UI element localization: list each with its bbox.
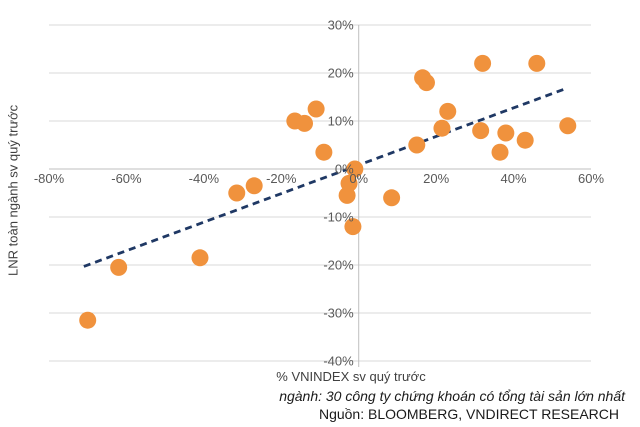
data-point (528, 54, 546, 72)
x-tick-label: -80% (34, 171, 65, 186)
data-point (433, 119, 451, 137)
data-point (516, 131, 534, 149)
x-axis-title: % VNINDEX sv quý trước (276, 369, 426, 384)
scatter-plot: -80% -60% -40% -20% 0% 20% 40% 60% 30% 20% 10% 0% -1… (34, 18, 605, 369)
y-tick-label: 0% (335, 162, 354, 177)
data-point (191, 249, 209, 267)
data-point (439, 102, 457, 120)
y-tick-label: 30% (328, 18, 354, 33)
data-point (472, 122, 490, 140)
y-tick-label: -30% (323, 306, 354, 321)
data-point (296, 114, 314, 132)
data-point (408, 136, 426, 154)
data-point (110, 258, 128, 276)
data-point (79, 311, 97, 329)
data-point (228, 184, 246, 202)
y-tick-label: -10% (323, 210, 354, 225)
data-point (340, 174, 358, 192)
data-point (417, 74, 435, 92)
trend-line (83, 86, 569, 268)
x-tick-label: 60% (578, 171, 604, 186)
x-tick-label: -40% (189, 171, 220, 186)
data-point (346, 160, 364, 178)
data-point (245, 177, 263, 195)
y-tick-label: 10% (328, 114, 354, 129)
x-tick-label: 0% (349, 171, 368, 186)
data-point (383, 189, 401, 207)
x-tick-label: 20% (423, 171, 449, 186)
data-point (315, 143, 333, 161)
footnote-source: Nguồn: BLOOMBERG, VNDIRECT RESEARCH (318, 406, 619, 422)
y-tick-label: -40% (323, 354, 354, 369)
y-tick-label: -20% (323, 258, 354, 273)
data-point (497, 124, 515, 142)
y-axis-title: LNR toàn ngành sv quý trước (5, 104, 21, 276)
data-point (344, 218, 362, 236)
footnote-industry: ngành: 30 công ty chứng khoán có tổng tà… (279, 388, 625, 404)
data-point (559, 117, 577, 135)
y-tick-label: 20% (328, 66, 354, 81)
data-point (307, 100, 325, 118)
x-tick-label: 40% (501, 171, 527, 186)
x-tick-label: -60% (111, 171, 142, 186)
x-tick-label: -20% (266, 171, 297, 186)
data-point (474, 54, 492, 72)
data-point (491, 143, 509, 161)
